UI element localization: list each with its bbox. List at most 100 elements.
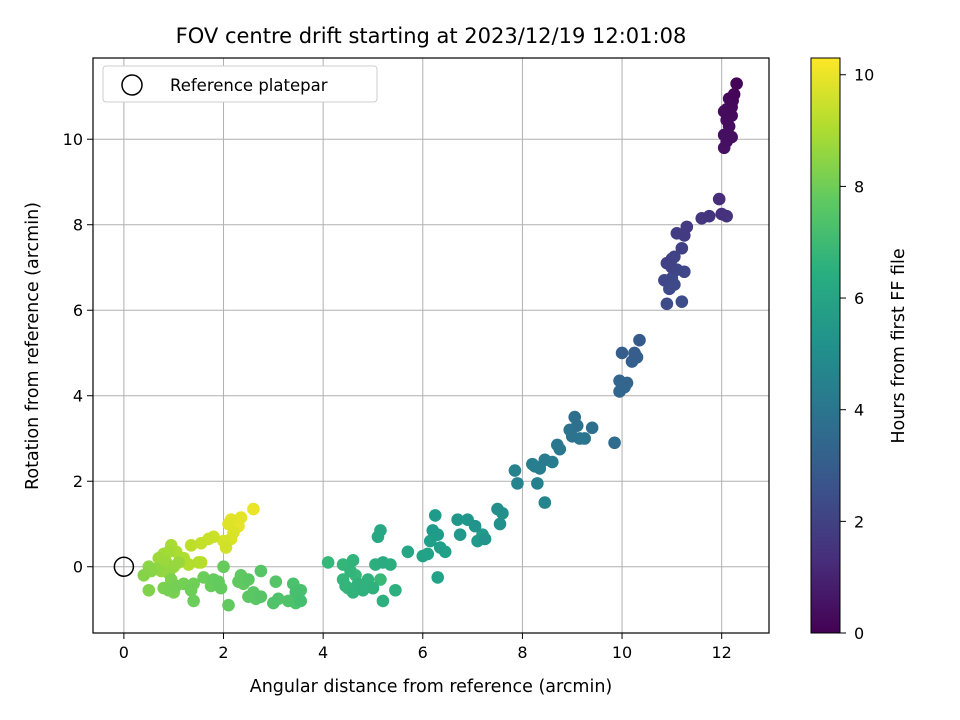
- data-point: [493, 517, 507, 531]
- data-point: [374, 573, 387, 586]
- data-point: [219, 541, 233, 554]
- data-point: [254, 564, 268, 578]
- data-point: [613, 385, 626, 398]
- x-axis-ticks: 0 2 4 6 8 10 12: [119, 633, 732, 662]
- data-point: [421, 547, 435, 561]
- x-tick-label: 6: [418, 643, 428, 662]
- data-point: [344, 564, 357, 578]
- legend: Reference platepar: [102, 65, 378, 103]
- data-point: [531, 477, 544, 490]
- colorbar-gradient: [810, 57, 841, 634]
- y-tick-label: 10: [63, 130, 83, 149]
- data-point: [620, 376, 634, 390]
- y-tick-label: 0: [73, 558, 83, 577]
- legend-label-reference: Reference platepar: [170, 76, 328, 95]
- data-point: [660, 297, 674, 311]
- data-point: [660, 256, 674, 270]
- colorbar: 0 2 4 6 8 10 Hours from first FF file: [810, 57, 909, 643]
- reference-marker-layer: [113, 556, 135, 577]
- colorbar-tick-label: 4: [854, 401, 864, 420]
- data-point: [478, 532, 492, 546]
- colorbar-tick-label: 8: [854, 177, 864, 196]
- x-tick-label: 4: [318, 643, 328, 662]
- data-point: [426, 524, 440, 537]
- data-point: [675, 295, 689, 308]
- data-point: [272, 592, 285, 606]
- data-point: [668, 278, 681, 291]
- chart-title: FOV centre drift starting at 2023/12/19 …: [176, 24, 687, 48]
- data-point: [366, 581, 380, 595]
- data-point: [568, 410, 582, 424]
- data-point: [431, 571, 445, 584]
- data-point: [578, 432, 591, 445]
- data-point: [389, 583, 402, 597]
- legend-marker-reference: [121, 74, 143, 96]
- data-point: [715, 207, 728, 221]
- data-point: [633, 333, 646, 347]
- y-axis-label: Rotation from reference (arcmin): [23, 202, 43, 490]
- colorbar-tick-label: 6: [854, 289, 864, 308]
- data-point: [269, 575, 283, 588]
- data-point: [451, 513, 464, 527]
- data-point: [374, 524, 387, 537]
- data-point: [184, 583, 198, 597]
- data-point: [254, 590, 268, 603]
- y-tick-label: 8: [73, 216, 83, 235]
- data-point: [376, 556, 390, 569]
- data-point: [376, 594, 390, 608]
- colorbar-tick-label: 10: [854, 66, 874, 85]
- x-tick-label: 2: [218, 643, 228, 662]
- x-tick-label: 12: [711, 643, 731, 662]
- data-point: [321, 556, 335, 569]
- data-point: [192, 556, 205, 569]
- y-axis-ticks: 0 2 4 6 8 10: [63, 130, 93, 577]
- data-point: [346, 554, 360, 567]
- x-tick-label: 8: [517, 643, 527, 662]
- data-point: [234, 511, 248, 524]
- x-tick-label: 10: [612, 643, 632, 662]
- data-point: [730, 77, 743, 90]
- data-point: [212, 575, 225, 588]
- data-point: [294, 594, 308, 608]
- x-tick-label: 0: [119, 643, 129, 662]
- data-point: [217, 560, 230, 574]
- data-point: [401, 545, 415, 559]
- data-point: [546, 455, 559, 469]
- data-point: [526, 457, 539, 471]
- data-point: [187, 594, 200, 608]
- y-tick-label: 4: [73, 387, 83, 406]
- data-point: [428, 509, 442, 522]
- data-point: [675, 241, 689, 255]
- colorbar-label: Hours from first FF file: [889, 248, 909, 443]
- data-point: [615, 346, 629, 360]
- data-point: [680, 220, 694, 234]
- colorbar-ticks: 0 2 4 6 8 10: [840, 66, 874, 643]
- data-point: [712, 192, 726, 206]
- data-point: [197, 571, 210, 584]
- data-point: [491, 502, 504, 516]
- data-point: [702, 209, 716, 223]
- x-axis-label: Angular distance from reference (arcmin): [250, 677, 613, 697]
- data-point: [727, 88, 741, 101]
- data-point: [538, 496, 552, 509]
- data-points: [137, 77, 743, 612]
- data-point: [628, 346, 641, 360]
- data-point: [247, 502, 260, 516]
- data-point: [169, 579, 183, 593]
- data-point: [508, 464, 522, 477]
- reference-platepar-marker: [113, 556, 135, 577]
- data-point: [222, 598, 235, 612]
- data-point: [137, 568, 151, 582]
- data-point: [550, 438, 564, 452]
- data-point: [433, 541, 447, 554]
- data-point: [142, 583, 156, 597]
- data-point: [453, 528, 467, 541]
- data-point: [608, 436, 621, 450]
- data-point: [468, 519, 482, 533]
- colorbar-tick-label: 0: [854, 624, 864, 643]
- legend-box: [102, 65, 378, 103]
- data-point: [658, 274, 671, 287]
- y-tick-label: 6: [73, 301, 83, 320]
- data-point: [242, 573, 255, 586]
